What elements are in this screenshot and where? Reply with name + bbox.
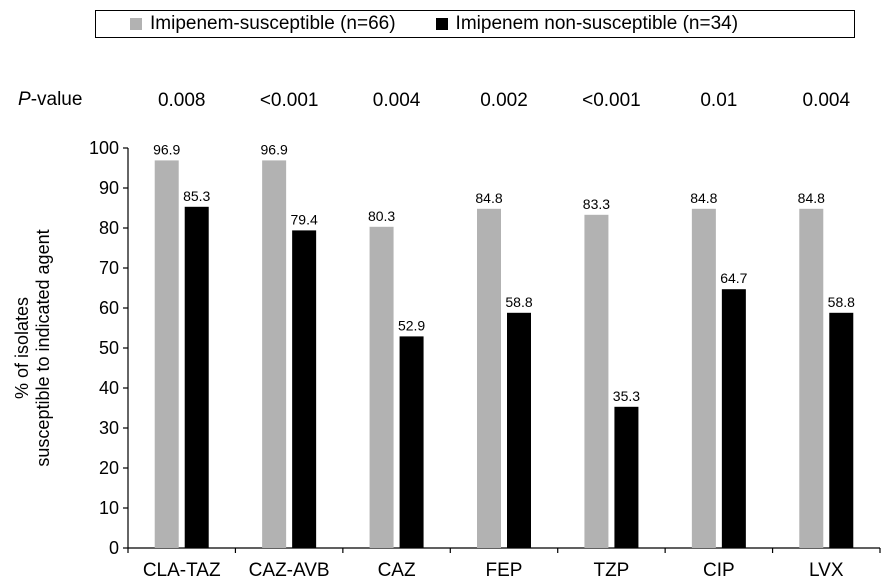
- bar: [154, 160, 179, 548]
- y-tick-label: 40: [99, 378, 119, 398]
- x-tick-label: CIP: [703, 560, 735, 581]
- x-tick-label: LVX: [809, 560, 844, 581]
- bar-value-label: 84.8: [690, 190, 717, 206]
- pvalue-row-label: P-value: [18, 89, 82, 111]
- bar-value-label: 84.8: [475, 190, 502, 206]
- bar-value-label: 58.8: [505, 294, 532, 310]
- bar: [262, 160, 287, 548]
- bar-value-label: 35.3: [613, 388, 640, 404]
- x-tick-label: CAZ: [378, 560, 416, 581]
- pvalue-label: 0.004: [803, 90, 851, 111]
- bar: [184, 206, 209, 549]
- pvalue-label-italic: P: [18, 89, 31, 110]
- pvalue-label: <0.001: [260, 90, 319, 111]
- legend-swatch-susceptible: [130, 18, 142, 30]
- bar: [477, 208, 501, 549]
- bar: [369, 226, 394, 549]
- y-axis-title-line1: % of isolates: [12, 297, 32, 399]
- pvalue-label: 0.004: [373, 90, 421, 111]
- bar: [614, 406, 639, 548]
- y-tick-label: 90: [99, 178, 119, 198]
- pvalue-label: <0.001: [582, 90, 641, 111]
- legend-label-susceptible: Imipenem-susceptible (n=66): [150, 13, 396, 34]
- x-tick-label: CAZ-AVB: [249, 560, 330, 581]
- y-tick-label: 100: [89, 138, 119, 158]
- bar-value-label: 64.7: [720, 270, 747, 286]
- bar-value-label: 58.8: [828, 294, 855, 310]
- x-tick-label: CLA-TAZ: [143, 560, 221, 581]
- bar-value-label: 96.9: [261, 141, 288, 157]
- bar-value-label: 96.9: [153, 141, 180, 157]
- bar: [399, 336, 424, 548]
- x-tick-label: FEP: [486, 560, 523, 581]
- pvalue-label-rest: -value: [30, 89, 83, 110]
- bar: [799, 208, 824, 549]
- bar: [584, 214, 609, 549]
- bar: [829, 312, 854, 548]
- legend-item-nonsusceptible: Imipenem non-susceptible (n=34): [435, 13, 739, 35]
- bar-value-label: 80.3: [368, 208, 395, 224]
- legend-label-nonsusceptible: Imipenem non-susceptible (n=34): [455, 13, 739, 34]
- y-tick-label: 70: [99, 258, 119, 278]
- y-tick-label: 0: [109, 538, 119, 558]
- y-tick-label: 80: [99, 218, 119, 238]
- bar: [691, 208, 716, 549]
- bar-value-label: 79.4: [291, 211, 318, 227]
- bar: [507, 312, 531, 548]
- bar-value-label: 83.3: [583, 196, 610, 212]
- x-tick-label: TZP: [593, 560, 629, 581]
- y-tick-label: 60: [99, 298, 119, 318]
- bar: [721, 289, 746, 548]
- legend-swatch-nonsusceptible: [435, 18, 448, 30]
- bar-value-label: 84.8: [798, 190, 825, 206]
- bar: [292, 230, 317, 548]
- y-tick-label: 50: [99, 338, 119, 358]
- y-tick-label: 10: [99, 498, 119, 518]
- y-tick-label: 20: [99, 458, 119, 478]
- legend-item-susceptible: Imipenem-susceptible (n=66): [130, 13, 396, 35]
- pvalue-label: 0.01: [700, 90, 737, 111]
- bar-value-label: 85.3: [183, 188, 210, 204]
- legend: Imipenem-susceptible (n=66) Imipenem non…: [95, 10, 855, 38]
- y-tick-label: 30: [99, 418, 119, 438]
- pvalue-label: 0.008: [158, 90, 206, 111]
- pvalue-label: 0.002: [480, 90, 528, 111]
- bar-value-label: 52.9: [398, 317, 425, 333]
- y-axis-title-line2: susceptible to indicated agent: [33, 229, 53, 466]
